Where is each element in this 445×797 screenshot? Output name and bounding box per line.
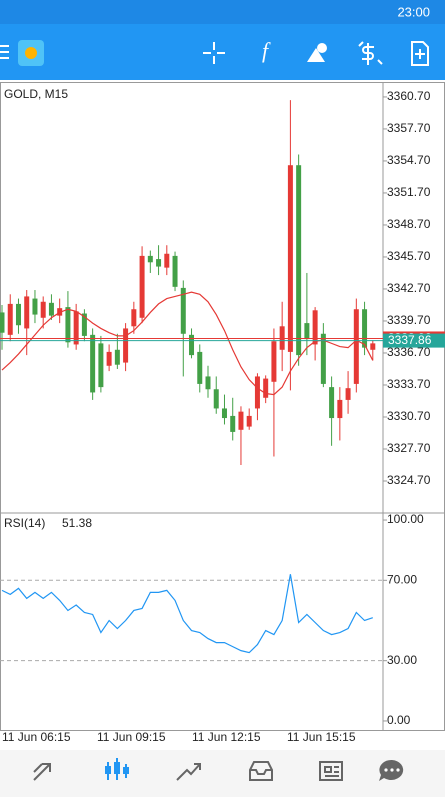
candle-body — [139, 255, 145, 318]
x-tick-label: 11 Jun 15:15 — [287, 730, 356, 744]
candle-body — [15, 303, 21, 326]
candle-body — [205, 376, 211, 390]
candle-body — [65, 307, 71, 343]
candle-body — [230, 415, 236, 432]
y-tick-label: 100.00 — [387, 512, 424, 526]
y-tick-label: 3339.70 — [387, 313, 431, 327]
candle-body — [147, 255, 153, 263]
candle-body — [254, 376, 260, 409]
new-order-button[interactable] — [411, 41, 429, 66]
rsi-value: 51.38 — [62, 516, 92, 530]
x-tick-label: 11 Jun 09:15 — [97, 730, 166, 744]
y-tick-label: 3354.70 — [387, 153, 431, 167]
y-tick-label: 0.00 — [387, 713, 411, 727]
candle-body — [180, 287, 186, 334]
menu-button[interactable] — [0, 45, 9, 59]
candle-body — [90, 334, 96, 393]
nav-chart[interactable] — [105, 758, 129, 780]
candle-body — [98, 343, 104, 388]
x-tick-label: 11 Jun 12:15 — [192, 730, 261, 744]
y-tick-label: 3345.70 — [387, 249, 431, 263]
y-tick-label: 30.00 — [387, 653, 417, 667]
y-tick-label: 3330.70 — [387, 409, 431, 423]
candle-body — [114, 349, 120, 365]
candle-body — [238, 411, 244, 430]
chart-title: GOLD, M15 — [4, 87, 68, 101]
moving-average — [1, 291, 374, 396]
candle-body — [296, 165, 302, 356]
y-tick-label: 3348.70 — [387, 217, 431, 231]
nav-messages[interactable] — [379, 759, 404, 781]
candle-body — [48, 302, 54, 316]
candle-body — [213, 389, 219, 409]
candle-body — [40, 301, 46, 318]
candle-body — [312, 310, 318, 345]
candle-body — [246, 415, 252, 427]
y-tick-label: 3360.70 — [387, 89, 431, 103]
candle-body — [329, 387, 335, 419]
rsi-line — [1, 574, 373, 654]
candle-body — [345, 388, 351, 400]
candle-body — [197, 351, 203, 384]
objects-button[interactable] — [307, 43, 327, 62]
candle-body — [164, 253, 170, 268]
nav-quotes[interactable] — [33, 763, 51, 781]
y-tick-label: 3333.70 — [387, 377, 431, 391]
bid-tag — [383, 333, 445, 348]
candle-body — [131, 309, 137, 327]
y-tick-label: 70.00 — [387, 572, 417, 586]
status-bar — [0, 0, 445, 24]
y-tick-label: 3357.70 — [387, 121, 431, 135]
candle-body — [221, 408, 227, 419]
clock: 23:00 — [397, 4, 430, 19]
indicators-button[interactable]: f — [262, 38, 271, 63]
y-tick-label: 3342.70 — [387, 281, 431, 295]
candle-body — [263, 378, 269, 398]
candle-body — [172, 255, 178, 287]
candle-body — [353, 309, 359, 384]
candle-body — [24, 296, 30, 329]
candle-body — [7, 303, 13, 335]
trade-button[interactable] — [358, 41, 383, 65]
rsi-title: RSI(14) — [4, 516, 45, 530]
symbol-icon[interactable] — [18, 40, 44, 66]
nav-news[interactable] — [319, 761, 343, 781]
candle-body — [362, 309, 368, 348]
y-tick-label: 3336.70 — [387, 345, 431, 359]
candle-body — [106, 351, 112, 366]
candle-body — [73, 311, 79, 345]
x-tick-label: 11 Jun 06:15 — [2, 730, 71, 744]
candle-body — [337, 399, 343, 419]
y-tick-label: 3324.70 — [387, 473, 431, 487]
candle-body — [287, 165, 293, 352]
nav-history[interactable] — [249, 761, 273, 781]
y-tick-label: 3327.70 — [387, 441, 431, 455]
candle-body — [189, 334, 195, 356]
candle-body — [156, 259, 162, 267]
candle-body — [320, 333, 326, 384]
candle-body — [271, 341, 277, 382]
candle-body — [32, 298, 38, 315]
candle-body — [123, 328, 129, 363]
candle-body — [81, 313, 87, 336]
candle-body — [0, 312, 5, 333]
candle-body — [370, 343, 376, 350]
bid-label: 3337.86 — [388, 333, 432, 347]
chart-frame — [0, 82, 445, 731]
candle-body — [304, 323, 310, 340]
y-tick-label: 3351.70 — [387, 185, 431, 199]
crosshair-button[interactable] — [203, 42, 225, 64]
bottom-nav — [0, 750, 445, 797]
nav-trade[interactable] — [176, 763, 201, 781]
